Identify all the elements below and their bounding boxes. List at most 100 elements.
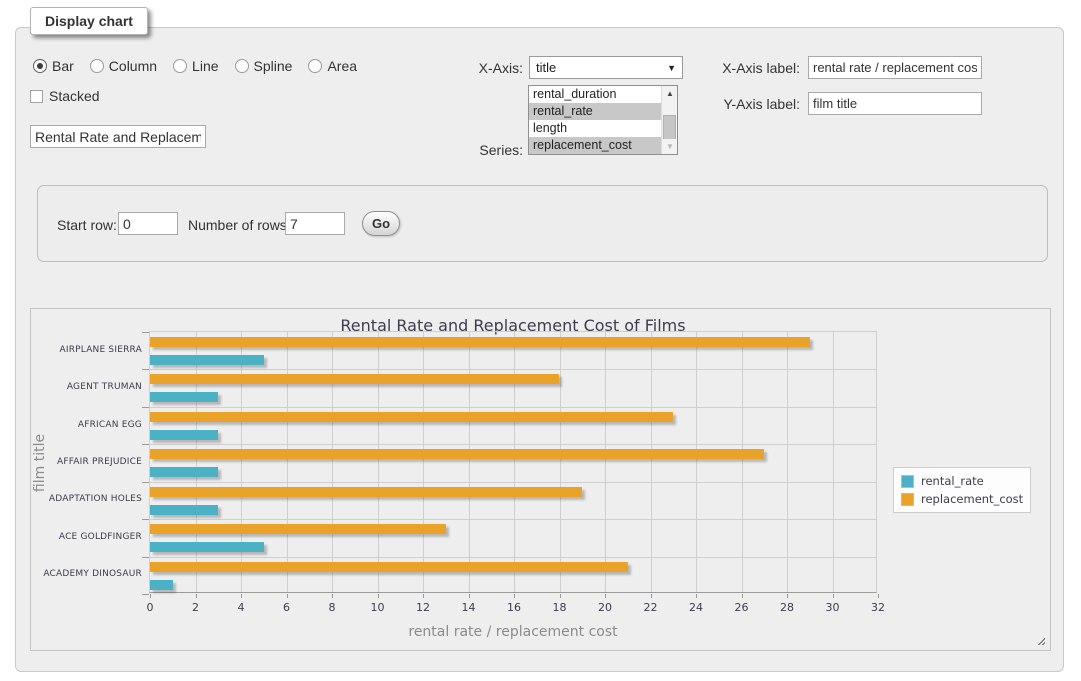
resize-grip-icon[interactable] <box>1035 635 1045 645</box>
radio-area[interactable] <box>308 59 322 73</box>
x-axis-selected-value: title <box>536 60 556 75</box>
y-axis-tick <box>142 557 149 558</box>
gridline-horizontal <box>150 482 876 483</box>
gridline-vertical <box>696 332 697 592</box>
y-axis-title: film title <box>32 408 48 518</box>
gridline-vertical <box>287 332 288 592</box>
y-axis-label-label: Y-Axis label: <box>660 96 800 112</box>
series-option-replacement_cost[interactable]: replacement_cost <box>529 137 661 154</box>
stacked-checkbox[interactable] <box>30 90 43 103</box>
x-tick-label: 8 <box>317 601 347 614</box>
stacked-label: Stacked <box>49 88 100 104</box>
x-tick-label: 30 <box>818 601 848 614</box>
x-axis-tick <box>196 594 197 598</box>
bar-rental_rate <box>150 467 218 477</box>
x-axis-tick <box>742 594 743 598</box>
radio-column[interactable] <box>90 59 104 73</box>
gridline-vertical <box>332 332 333 592</box>
category-label: AIRPLANE SIERRA <box>30 345 142 355</box>
series-options: rental_durationrental_ratelengthreplacem… <box>529 86 661 154</box>
chart-type-option-area: Area <box>308 58 357 74</box>
gridline-horizontal <box>150 519 876 520</box>
page: Display chart BarColumnLineSplineArea St… <box>0 0 1081 681</box>
bar-rental_rate <box>150 392 218 402</box>
bar-rental_rate <box>150 430 218 440</box>
gridline-vertical <box>378 332 379 592</box>
start-row-input[interactable] <box>118 212 178 235</box>
radio-bar[interactable] <box>33 59 47 73</box>
stacked-option: Stacked <box>30 88 100 104</box>
radio-label: Column <box>109 58 157 74</box>
x-axis-label-label: X-Axis label: <box>660 60 800 76</box>
chart-container: Rental Rate and Replacement Cost of Film… <box>30 308 1051 651</box>
legend-swatch <box>901 493 914 506</box>
go-button[interactable]: Go <box>362 211 400 236</box>
chart-type-option-spline: Spline <box>235 58 293 74</box>
start-row-label: Start row: <box>57 217 117 233</box>
gridline-horizontal <box>150 444 876 445</box>
y-axis-tick <box>142 482 149 483</box>
y-axis-tick <box>142 332 149 333</box>
x-axis-label-input[interactable] <box>808 56 982 79</box>
gridline-vertical <box>560 332 561 592</box>
gridline-vertical <box>196 332 197 592</box>
x-axis-tick <box>560 594 561 598</box>
bar-replacement_cost <box>150 449 764 459</box>
series-multiselect[interactable]: rental_durationrental_ratelengthreplacem… <box>528 85 678 155</box>
gridline-vertical <box>787 332 788 592</box>
scrollbar-thumb[interactable] <box>663 115 676 141</box>
x-tick-label: 14 <box>454 601 484 614</box>
legend-label: rental_rate <box>921 474 984 488</box>
x-tick-label: 2 <box>181 601 211 614</box>
series-option-rental_rate[interactable]: rental_rate <box>529 103 661 120</box>
x-axis-tick <box>378 594 379 598</box>
x-tick-label: 26 <box>727 601 757 614</box>
radio-label: Spline <box>254 58 293 74</box>
x-tick-label: 12 <box>408 601 438 614</box>
legend-swatch <box>901 475 914 488</box>
gridline-vertical <box>605 332 606 592</box>
x-tick-label: 4 <box>226 601 256 614</box>
x-axis-tick <box>833 594 834 598</box>
bar-rental_rate <box>150 505 218 515</box>
chart-type-radio-group: BarColumnLineSplineArea <box>33 58 367 74</box>
x-axis-tick <box>150 594 151 598</box>
legend-item-rental_rate: rental_rate <box>901 472 1023 490</box>
x-axis-tick <box>332 594 333 598</box>
x-tick-label: 10 <box>363 601 393 614</box>
bar-replacement_cost <box>150 524 446 534</box>
x-tick-label: 20 <box>590 601 620 614</box>
x-tick-label: 6 <box>272 601 302 614</box>
gridline-horizontal <box>150 407 876 408</box>
gridline-vertical <box>469 332 470 592</box>
x-tick-label: 22 <box>636 601 666 614</box>
number-of-rows-input[interactable] <box>285 212 345 235</box>
series-option-rental_duration[interactable]: rental_duration <box>529 86 661 103</box>
bar-rental_rate <box>150 355 264 365</box>
chart-title-input[interactable] <box>30 125 206 148</box>
x-axis-tick <box>241 594 242 598</box>
x-axis-tick <box>514 594 515 598</box>
category-label: AGENT TRUMAN <box>30 382 142 392</box>
y-axis-tick <box>142 369 149 370</box>
fieldset-legend-title: Display chart <box>30 7 148 35</box>
y-axis-tick <box>142 407 149 408</box>
radio-line[interactable] <box>173 59 187 73</box>
y-axis-tick <box>142 444 149 445</box>
x-tick-label: 18 <box>545 601 575 614</box>
scroll-down-icon[interactable]: ▼ <box>662 139 678 154</box>
chart-plot-area: 02468101214161820222426283032AIRPLANE SI… <box>149 331 877 593</box>
gridline-vertical <box>833 332 834 592</box>
x-axis-tick <box>469 594 470 598</box>
y-axis-tick <box>142 519 149 520</box>
gridline-horizontal <box>150 557 876 558</box>
bar-replacement_cost <box>150 562 628 572</box>
radio-spline[interactable] <box>235 59 249 73</box>
gridline-vertical <box>241 332 242 592</box>
x-tick-label: 16 <box>499 601 529 614</box>
x-tick-label: 32 <box>863 601 893 614</box>
series-option-length[interactable]: length <box>529 120 661 137</box>
y-axis-label-input[interactable] <box>808 92 982 115</box>
y-axis-tick <box>142 594 149 595</box>
gridline-vertical <box>514 332 515 592</box>
